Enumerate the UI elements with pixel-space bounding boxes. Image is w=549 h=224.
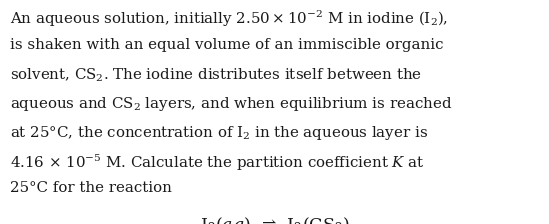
Text: An aqueous solution, initially $2.50 \times 10^{-2}$ M in iodine (I$_2$),: An aqueous solution, initially $2.50 \ti… [10, 9, 448, 29]
Text: solvent, CS$_2$. The iodine distributes itself between the: solvent, CS$_2$. The iodine distributes … [10, 66, 422, 84]
Text: is shaken with an equal volume of an immiscible organic: is shaken with an equal volume of an imm… [10, 38, 444, 52]
Text: 4.16 $\times$ 10$^{-5}$ M. Calculate the partition coefficient $K$ at: 4.16 $\times$ 10$^{-5}$ M. Calculate the… [10, 152, 424, 173]
Text: I$_2$($\mathit{aq}$)  ⇌  I$_2$(CS$_2$): I$_2$($\mathit{aq}$) ⇌ I$_2$(CS$_2$) [200, 215, 349, 224]
Text: at 25°C, the concentration of I$_2$ in the aqueous layer is: at 25°C, the concentration of I$_2$ in t… [10, 124, 428, 142]
Text: 25°C for the reaction: 25°C for the reaction [10, 181, 172, 195]
Text: aqueous and CS$_2$ layers, and when equilibrium is reached: aqueous and CS$_2$ layers, and when equi… [10, 95, 452, 113]
